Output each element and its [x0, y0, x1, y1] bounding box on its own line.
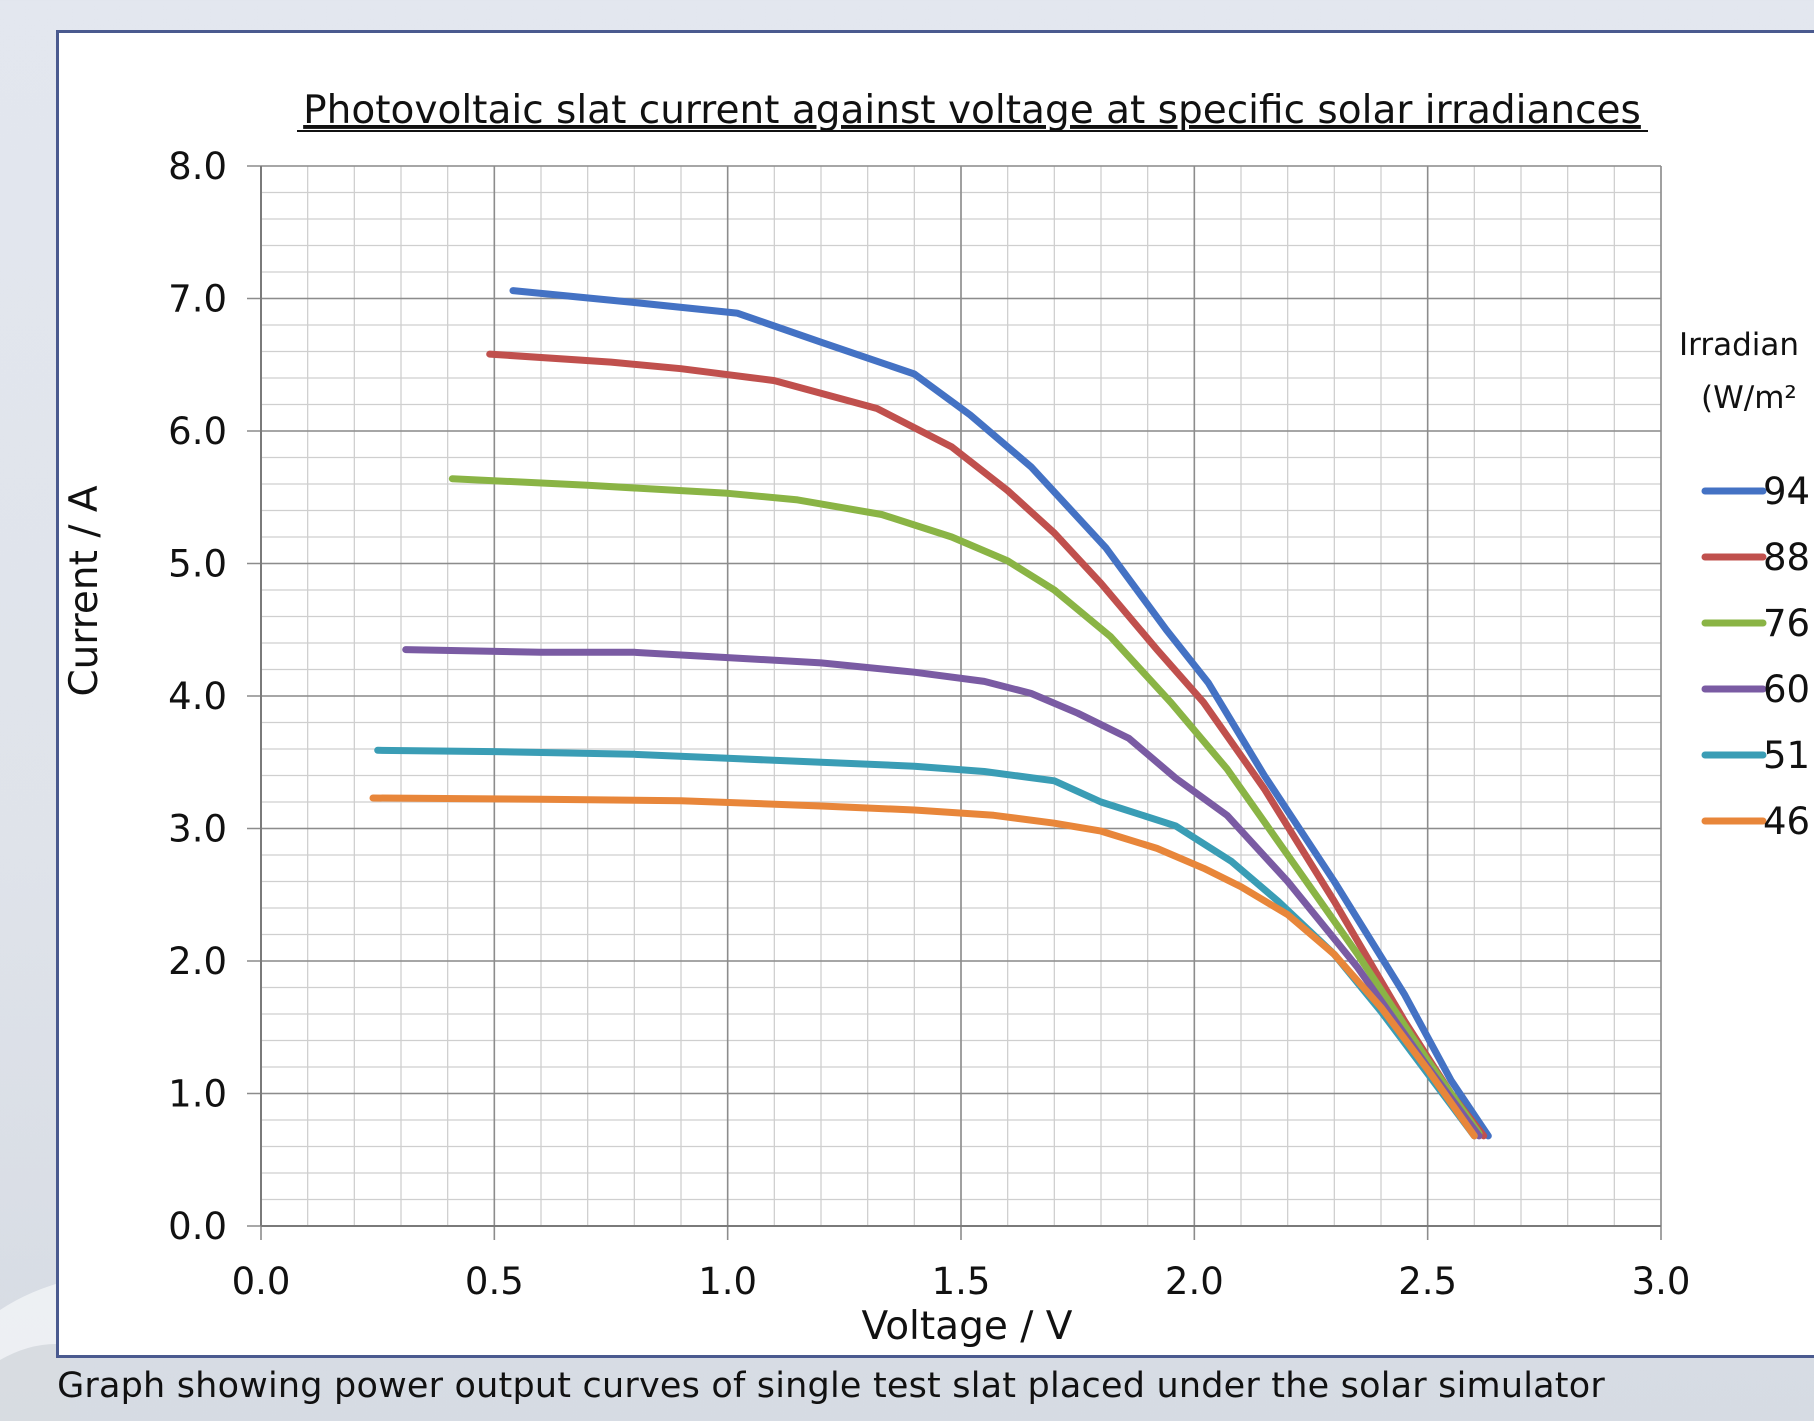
x-tick-labels: 0.0 0.5 1.0 1.5 2.0 2.5 3.0: [232, 1260, 1691, 1303]
figure-caption: Graph showing power output curves of sin…: [57, 1366, 1605, 1406]
legend-entries: 94 88 76 60 51 46: [1701, 470, 1810, 843]
axes: [260, 166, 1661, 1227]
legend-title-line-2: (W/m²: [1701, 380, 1797, 416]
series-lines: [369, 287, 1492, 1140]
x-tick-label: 0.5: [465, 1260, 524, 1303]
y-tick-label: 5.0: [168, 543, 227, 586]
iv-curve-chart: 0.0 0.5 1.0 1.5 2.0 2.5 3.0 0.0 1.0 2.0 3.0 4.0 5.0…: [62, 88, 1810, 1349]
y-tick-labels: 0.0 1.0 2.0 3.0 4.0 5.0 6.0 7.0 8.0: [168, 145, 227, 1248]
y-tick-label: 3.0: [168, 808, 227, 851]
series-line-94: [509, 287, 1492, 1140]
x-tick-label: 1.0: [698, 1260, 757, 1303]
legend-label-88: 88: [1763, 536, 1810, 579]
series-line-88: [486, 350, 1488, 1140]
x-axis-label: Voltage / V: [862, 1304, 1073, 1349]
legend-label-51: 51: [1763, 734, 1810, 777]
series-line-60: [402, 646, 1483, 1140]
x-tick-label: 1.5: [932, 1260, 991, 1303]
y-tick-label: 0.0: [168, 1205, 227, 1248]
y-tick-label: 7.0: [168, 278, 227, 321]
chart-title: Photovoltaic slat current against voltag…: [303, 88, 1641, 133]
series-line-46: [369, 794, 1478, 1140]
chart-panel: 0.0 0.5 1.0 1.5 2.0 2.5 3.0 0.0 1.0 2.0 3.0 4.0 5.0…: [56, 30, 1814, 1358]
legend: Irradian (W/m² 94 88 76 60 51 46: [1679, 327, 1810, 843]
y-tick-label: 6.0: [168, 410, 227, 453]
y-tick-label: 1.0: [168, 1073, 227, 1116]
legend-label-76: 76: [1763, 602, 1810, 645]
legend-label-94: 94: [1763, 470, 1810, 513]
x-tick-label: 2.5: [1398, 1260, 1457, 1303]
series-line-76: [448, 475, 1483, 1137]
x-tick-label: 3.0: [1632, 1260, 1691, 1303]
y-tick-label: 8.0: [168, 145, 227, 188]
y-tick-label: 4.0: [168, 675, 227, 718]
x-tick-label: 2.0: [1165, 1260, 1224, 1303]
legend-label-60: 60: [1763, 668, 1810, 711]
background-swoosh: [0, 1280, 70, 1421]
x-tick-label: 0.0: [232, 1260, 291, 1303]
legend-label-46: 46: [1763, 800, 1810, 843]
y-tick-label: 2.0: [168, 940, 227, 983]
legend-title-line-1: Irradian: [1679, 327, 1799, 363]
y-axis-label: Current / A: [62, 485, 107, 696]
